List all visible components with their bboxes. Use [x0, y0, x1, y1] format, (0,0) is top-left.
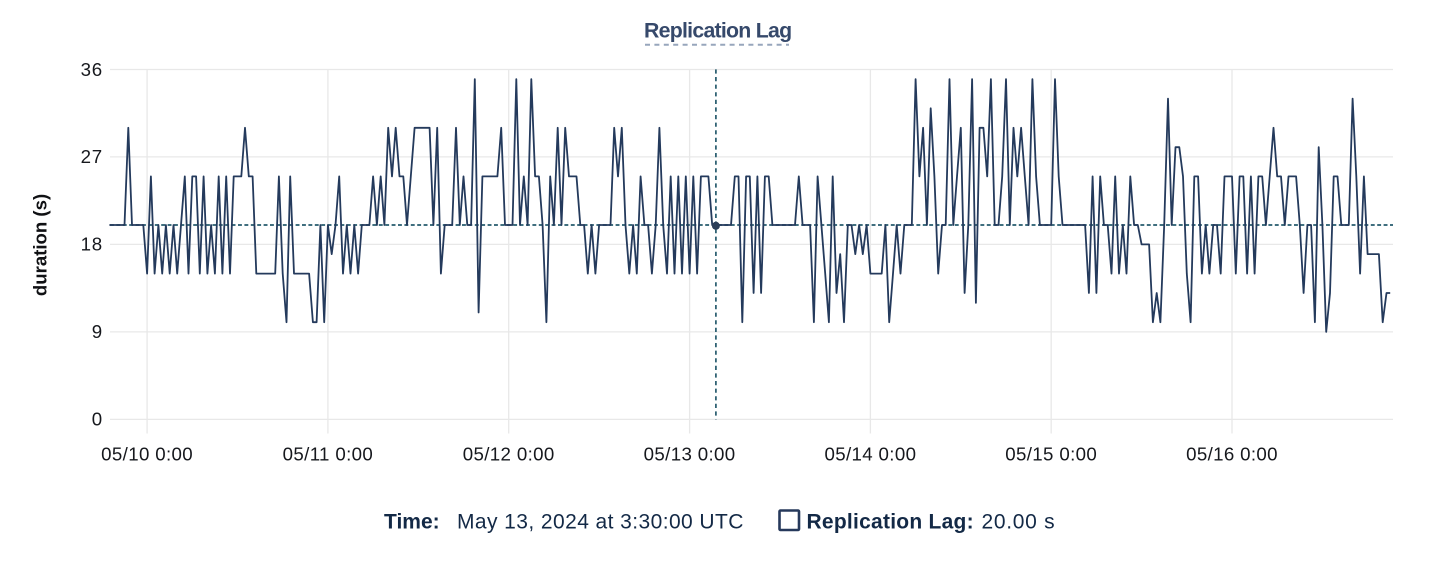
svg-text:36: 36 [81, 59, 103, 80]
svg-text:18: 18 [81, 234, 103, 255]
svg-text:9: 9 [92, 321, 103, 342]
svg-text:05/12 0:00: 05/12 0:00 [463, 444, 555, 465]
svg-text:05/14 0:00: 05/14 0:00 [824, 444, 916, 465]
svg-text:Replication Lag: Replication Lag [644, 19, 791, 43]
svg-text:05/13 0:00: 05/13 0:00 [644, 444, 736, 465]
svg-text:05/15 0:00: 05/15 0:00 [1005, 444, 1097, 465]
svg-text:27: 27 [81, 146, 103, 167]
svg-text:05/16 0:00: 05/16 0:00 [1186, 444, 1278, 465]
svg-text:Time:: Time: [384, 511, 440, 534]
svg-text:05/11 0:00: 05/11 0:00 [283, 444, 373, 465]
svg-text:05/10 0:00: 05/10 0:00 [101, 444, 193, 465]
svg-text:20.00 s: 20.00 s [982, 511, 1056, 534]
svg-text:0: 0 [92, 409, 103, 430]
svg-text:Replication Lag:: Replication Lag: [807, 511, 974, 534]
svg-text:duration (s): duration (s) [30, 194, 51, 296]
svg-text:May 13, 2024 at 3:30:00 UTC: May 13, 2024 at 3:30:00 UTC [457, 511, 744, 534]
